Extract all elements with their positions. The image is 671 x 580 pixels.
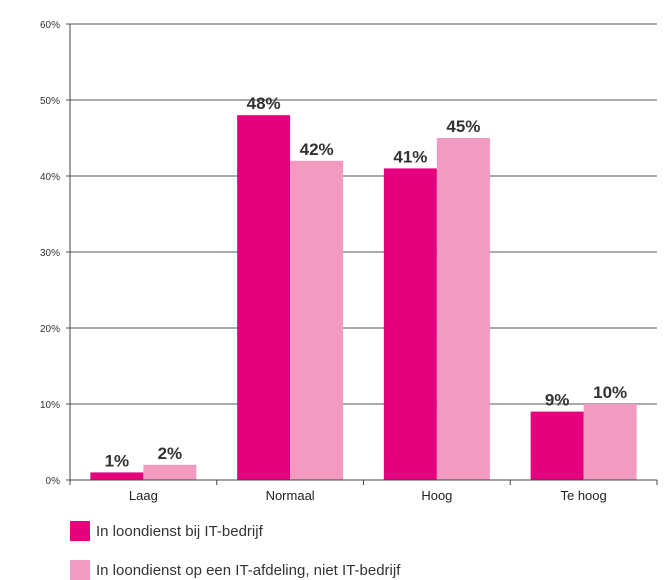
data-label: 10% bbox=[593, 383, 627, 402]
bar-series-2-hoog bbox=[436, 138, 490, 480]
data-label: 9% bbox=[545, 391, 570, 410]
bar-series-2-te-hoog bbox=[583, 404, 637, 480]
gridlines bbox=[70, 23, 657, 405]
y-tick-label: 60% bbox=[40, 20, 60, 31]
x-category-label: Te hoog bbox=[560, 488, 606, 503]
legend-label-series-2: In loondienst op een IT-afdeling, niet I… bbox=[96, 561, 401, 579]
bar-chart: 0%10%20%30%40%50%60% 1% 2%48%42% 41%45%9% 1… bbox=[40, 20, 658, 503]
bar-series-1-hoog bbox=[383, 168, 437, 480]
legend-swatch-series-2 bbox=[70, 560, 90, 580]
y-tick-label: 50% bbox=[40, 96, 60, 107]
y-tick-label: 30% bbox=[40, 248, 60, 259]
legend-item-series-2: In loondienst op een IT-afdeling, niet I… bbox=[70, 560, 400, 580]
x-category-label: Normaal bbox=[266, 488, 315, 503]
x-axis: Laag Normaal Hoog Te hoog bbox=[69, 479, 658, 503]
data-label: 42% bbox=[300, 140, 334, 159]
bars bbox=[90, 115, 637, 481]
x-category-label: Hoog bbox=[421, 488, 452, 503]
y-tick-label: 40% bbox=[40, 172, 60, 183]
legend-swatch-series-1 bbox=[70, 521, 90, 541]
data-label: 1% bbox=[105, 451, 130, 470]
x-category-label: Laag bbox=[129, 488, 158, 503]
y-tick-label: 0% bbox=[46, 476, 61, 487]
y-tick-label: 20% bbox=[40, 324, 60, 335]
bar-series-1-laag bbox=[90, 472, 144, 480]
bar-series-2-normaal bbox=[290, 160, 344, 481]
data-label: 2% bbox=[158, 444, 183, 463]
legend-item-series-1: In loondienst bij IT-bedrijf bbox=[70, 521, 263, 541]
legend-label-series-1: In loondienst bij IT-bedrijf bbox=[96, 522, 263, 540]
bar-series-2-laag bbox=[143, 464, 197, 480]
data-label: 41% bbox=[393, 147, 427, 166]
data-labels: 1% 2% 48% 42% 41% 45% 9% 10% bbox=[105, 94, 628, 470]
y-tick-label: 10% bbox=[40, 400, 60, 411]
data-label: 48% bbox=[247, 94, 281, 113]
bar-series-1-te-hoog bbox=[530, 411, 584, 480]
bar-series-1-normaal bbox=[237, 115, 291, 480]
y-axis-ticks: 0% 10% 20% 30% 40% 50% 60% bbox=[40, 20, 71, 487]
data-label: 45% bbox=[446, 117, 480, 136]
